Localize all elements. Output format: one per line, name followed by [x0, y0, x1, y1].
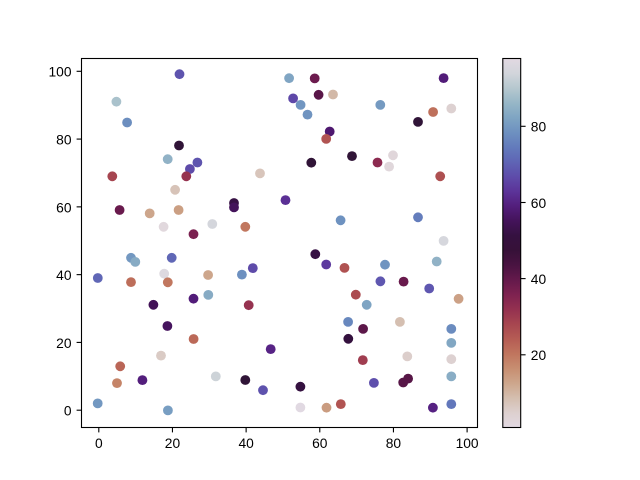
svg-text:80: 80 [531, 120, 547, 135]
svg-text:40: 40 [56, 268, 72, 283]
svg-text:100: 100 [48, 65, 71, 80]
svg-text:100: 100 [456, 436, 479, 451]
svg-text:0: 0 [64, 404, 72, 419]
svg-text:60: 60 [56, 200, 72, 215]
svg-text:20: 20 [165, 436, 181, 451]
svg-text:20: 20 [531, 348, 547, 363]
svg-text:40: 40 [238, 436, 254, 451]
svg-text:40: 40 [531, 272, 547, 287]
svg-text:80: 80 [386, 436, 402, 451]
svg-text:80: 80 [56, 132, 72, 147]
svg-text:0: 0 [95, 436, 103, 451]
svg-text:60: 60 [312, 436, 328, 451]
svg-text:60: 60 [531, 196, 547, 211]
svg-text:20: 20 [56, 336, 72, 351]
